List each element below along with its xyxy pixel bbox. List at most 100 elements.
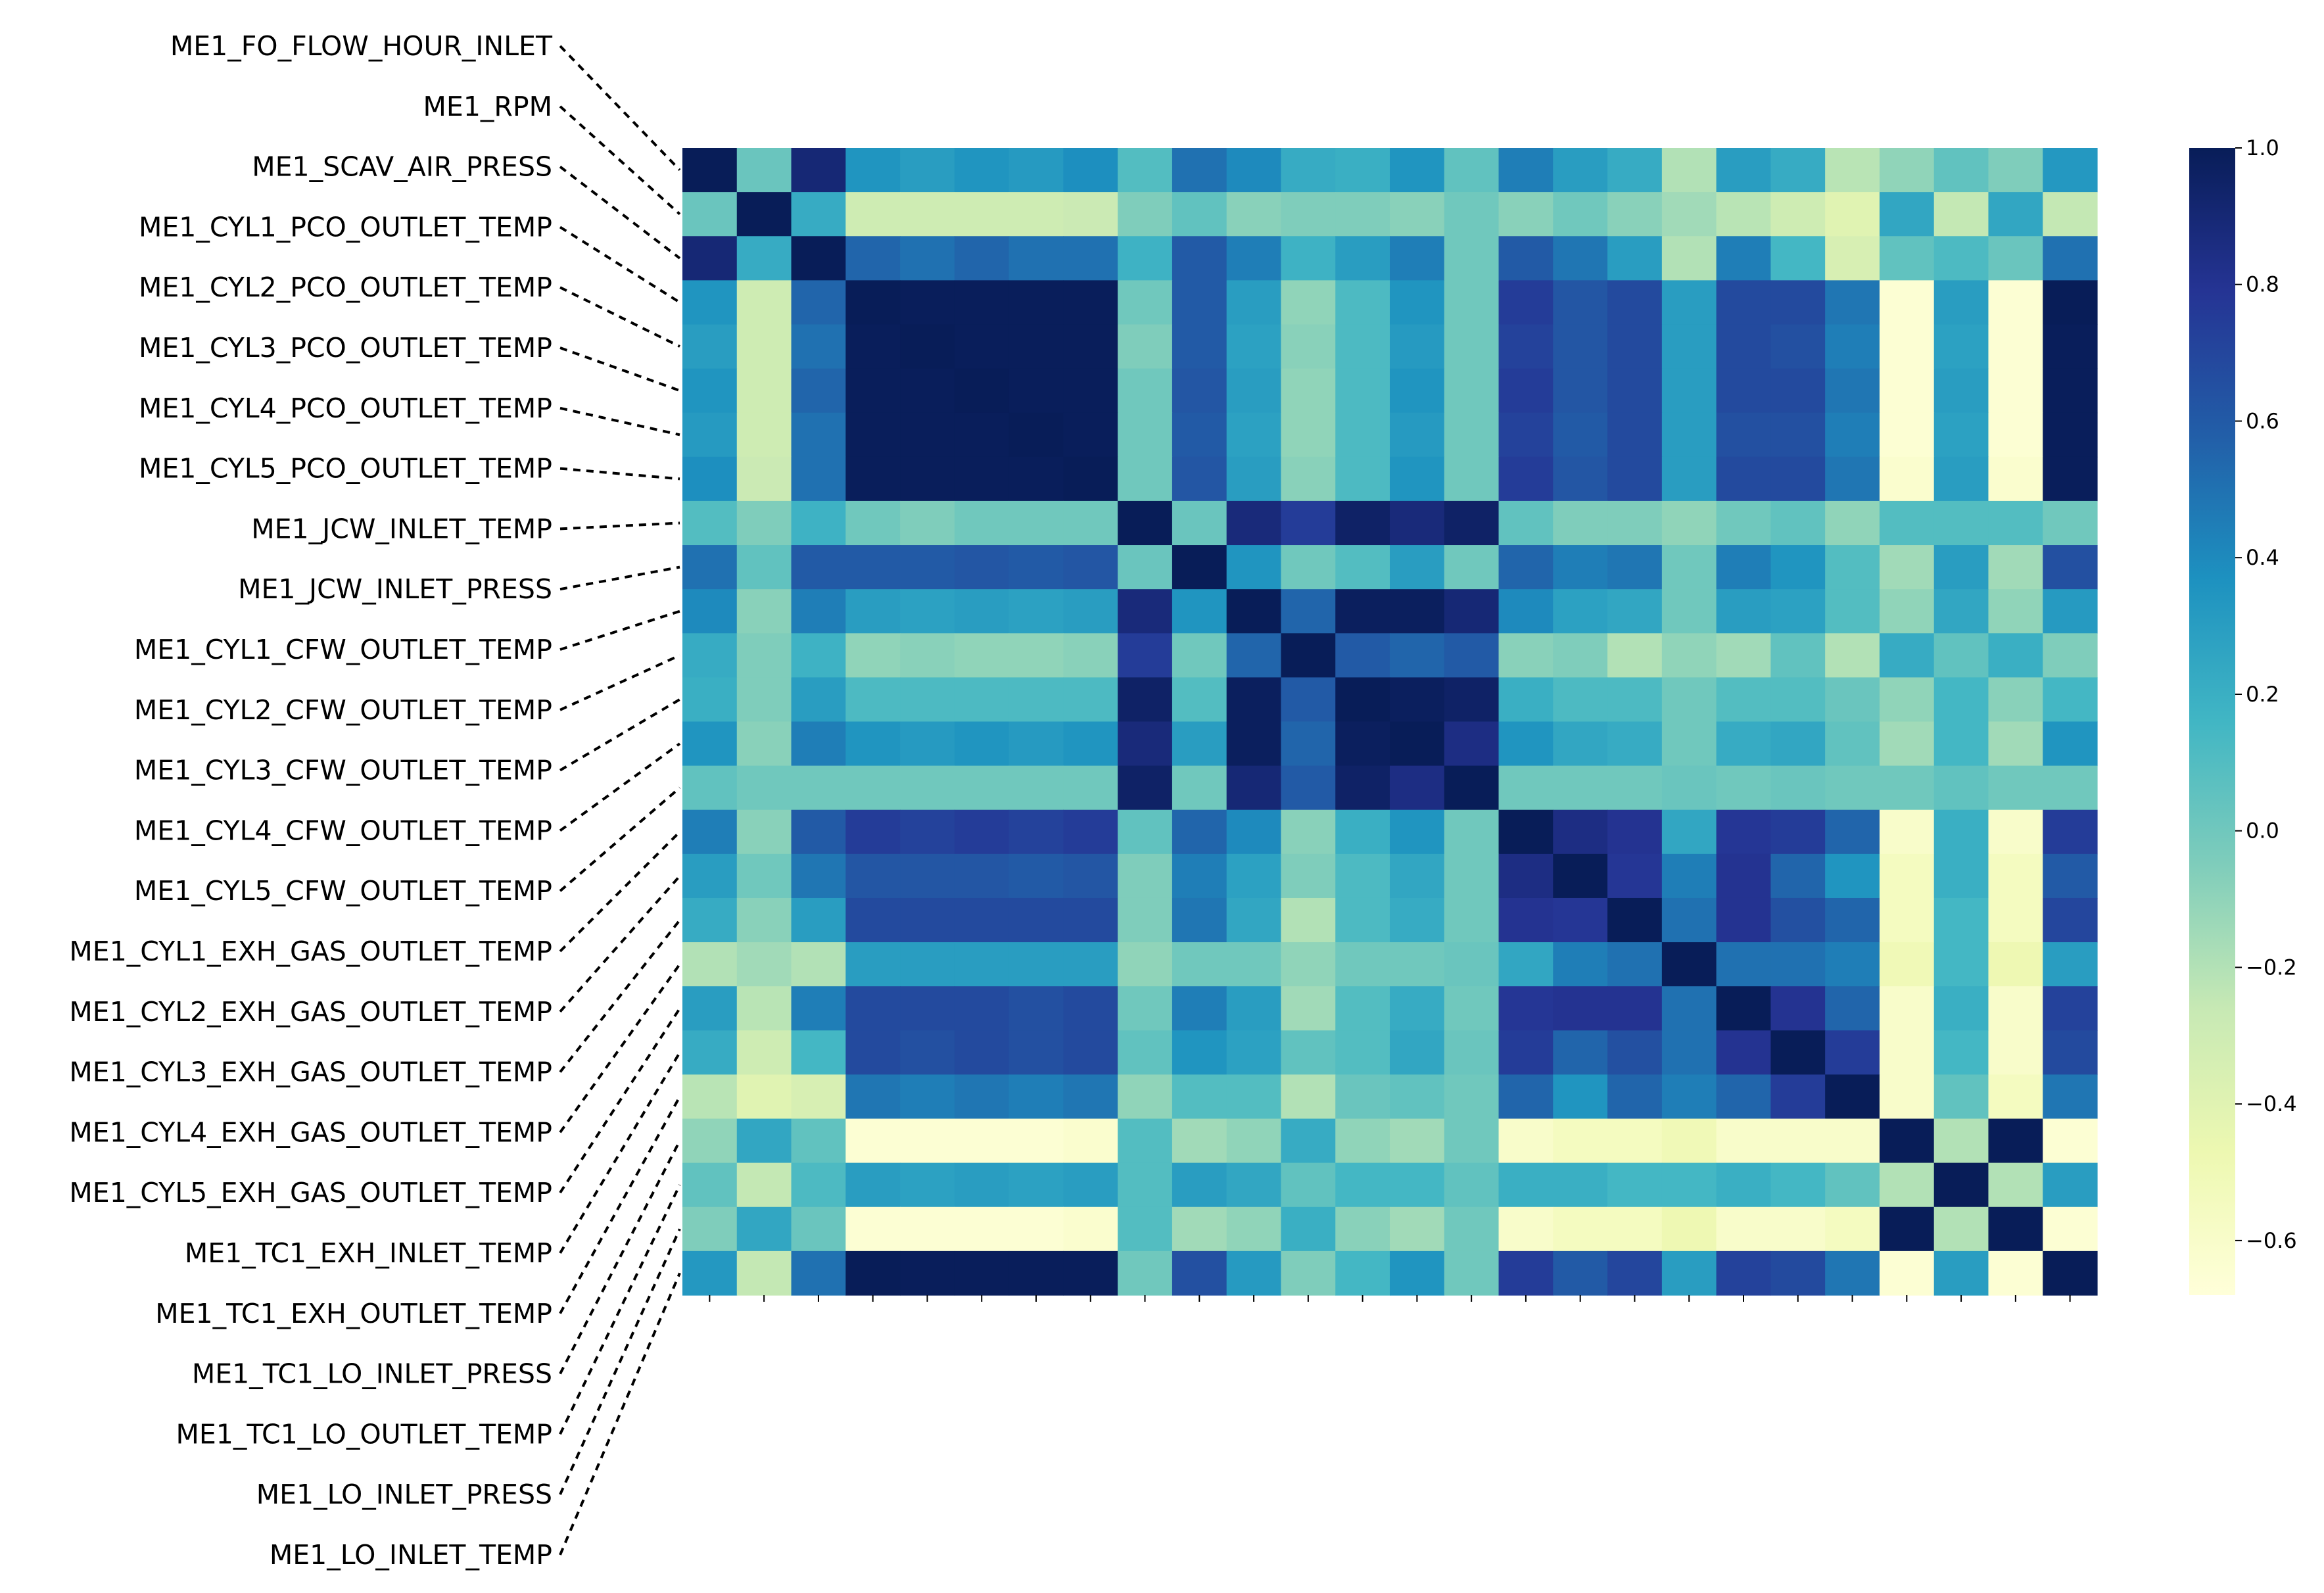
- heatmap-cell: [736, 1206, 792, 1252]
- heatmap-cell: [1172, 765, 1227, 811]
- heatmap-cell: [1988, 456, 2043, 502]
- heatmap-cell: [845, 192, 901, 237]
- heatmap-cell: [1607, 500, 1663, 546]
- heatmap-cell: [1172, 721, 1227, 767]
- heatmap-cell: [682, 986, 738, 1031]
- heatmap-cell: [1172, 368, 1227, 414]
- heatmap-cell: [1607, 677, 1663, 723]
- heatmap-cell: [1498, 677, 1553, 723]
- heatmap-cell: [1335, 986, 1390, 1031]
- heatmap-cell: [1172, 412, 1227, 458]
- heatmap-cell: [1008, 545, 1064, 590]
- heatmap-cell: [900, 148, 955, 193]
- heatmap-cell: [1226, 1250, 1282, 1296]
- heatmap-cell: [1716, 1118, 1771, 1164]
- heatmap-cell: [1390, 633, 1445, 678]
- heatmap-cell: [1118, 721, 1173, 767]
- heatmap-cell: [1390, 986, 1445, 1031]
- heatmap-cell: [900, 500, 955, 546]
- heatmap-cell: [845, 765, 901, 811]
- heatmap-cell: [1770, 1162, 1826, 1208]
- heatmap-cell: [1281, 236, 1336, 281]
- heatmap-cell: [1118, 192, 1173, 237]
- heatmap-cell: [1825, 765, 1880, 811]
- heatmap-cell: [1553, 986, 1608, 1031]
- y-axis-label: ME1_RPM: [423, 91, 552, 122]
- heatmap-cell: [682, 1030, 738, 1076]
- heatmap-cell: [1770, 897, 1826, 943]
- heatmap-cell: [791, 545, 846, 590]
- label-leader-line: [559, 1096, 681, 1314]
- y-axis-label: ME1_TC1_EXH_OUTLET_TEMP: [155, 1298, 552, 1329]
- heatmap-cell: [1226, 456, 1282, 502]
- heatmap-cell: [1607, 721, 1663, 767]
- heatmap-cell: [1770, 236, 1826, 281]
- heatmap-cell: [1553, 897, 1608, 943]
- heatmap-cell: [1825, 853, 1880, 899]
- label-leader-line: [559, 1007, 681, 1194]
- heatmap-cell: [1988, 1206, 2043, 1252]
- label-leader-line: [559, 467, 680, 481]
- heatmap-cell: [682, 500, 738, 546]
- heatmap-cell: [900, 236, 955, 281]
- heatmap-cell: [1933, 412, 1989, 458]
- heatmap-cell: [736, 809, 792, 855]
- heatmap-cell: [1933, 765, 1989, 811]
- colorbar-gradient: [2189, 148, 2235, 1295]
- heatmap-cell: [1825, 677, 1880, 723]
- heatmap-cell: [1553, 545, 1608, 590]
- heatmap-cell: [682, 589, 738, 634]
- heatmap-cell: [900, 280, 955, 325]
- heatmap-cell: [682, 412, 738, 458]
- heatmap-cell: [1825, 1030, 1880, 1076]
- heatmap-cell: [1716, 236, 1771, 281]
- heatmap-cell: [1825, 236, 1880, 281]
- heatmap-cell: [1553, 721, 1608, 767]
- heatmap-cell: [1008, 456, 1064, 502]
- heatmap-cell: [682, 368, 738, 414]
- heatmap-cell: [1825, 942, 1880, 987]
- label-leader-line: [559, 521, 680, 531]
- heatmap-cell: [1390, 765, 1445, 811]
- heatmap-cell: [1498, 721, 1553, 767]
- heatmap-cell: [1390, 545, 1445, 590]
- heatmap-cell: [2043, 809, 2098, 855]
- heatmap-cell: [2043, 280, 2098, 325]
- heatmap-cell: [1063, 236, 1118, 281]
- heatmap-cell: [1661, 589, 1717, 634]
- heatmap-cell: [1661, 677, 1717, 723]
- heatmap-cell: [845, 368, 901, 414]
- heatmap-cell: [1063, 1206, 1118, 1252]
- heatmap-cell: [1226, 721, 1282, 767]
- heatmap-cell: [845, 500, 901, 546]
- heatmap-cell: [1770, 545, 1826, 590]
- heatmap-cell: [1770, 148, 1826, 193]
- heatmap-cell: [1008, 1118, 1064, 1164]
- heatmap-cell: [1444, 192, 1500, 237]
- heatmap-cell: [1118, 412, 1173, 458]
- label-leader-line: [559, 1228, 681, 1496]
- heatmap-cell: [2043, 721, 2098, 767]
- heatmap-cell: [1444, 456, 1500, 502]
- heatmap-cell: [1716, 324, 1771, 369]
- heatmap-cell: [845, 1162, 901, 1208]
- heatmap-cell: [2043, 456, 2098, 502]
- heatmap-cell: [1390, 1118, 1445, 1164]
- heatmap-cell: [1770, 853, 1826, 899]
- heatmap-cell: [1390, 500, 1445, 546]
- heatmap-cell: [1770, 633, 1826, 678]
- heatmap-cell: [1661, 368, 1717, 414]
- heatmap-cell: [2043, 1030, 2098, 1076]
- heatmap-cell: [1390, 1250, 1445, 1296]
- label-leader-line: [559, 698, 681, 772]
- heatmap-cell: [1281, 1206, 1336, 1252]
- heatmap-cells: [682, 148, 2098, 1296]
- heatmap-cell: [1498, 1118, 1553, 1164]
- heatmap-cell: [1390, 1074, 1445, 1120]
- heatmap-cell: [1390, 324, 1445, 369]
- heatmap-cell: [1172, 456, 1227, 502]
- heatmap-cell: [1988, 633, 2043, 678]
- heatmap-cell: [1498, 633, 1553, 678]
- heatmap-cell: [1226, 368, 1282, 414]
- heatmap-cell: [736, 765, 792, 811]
